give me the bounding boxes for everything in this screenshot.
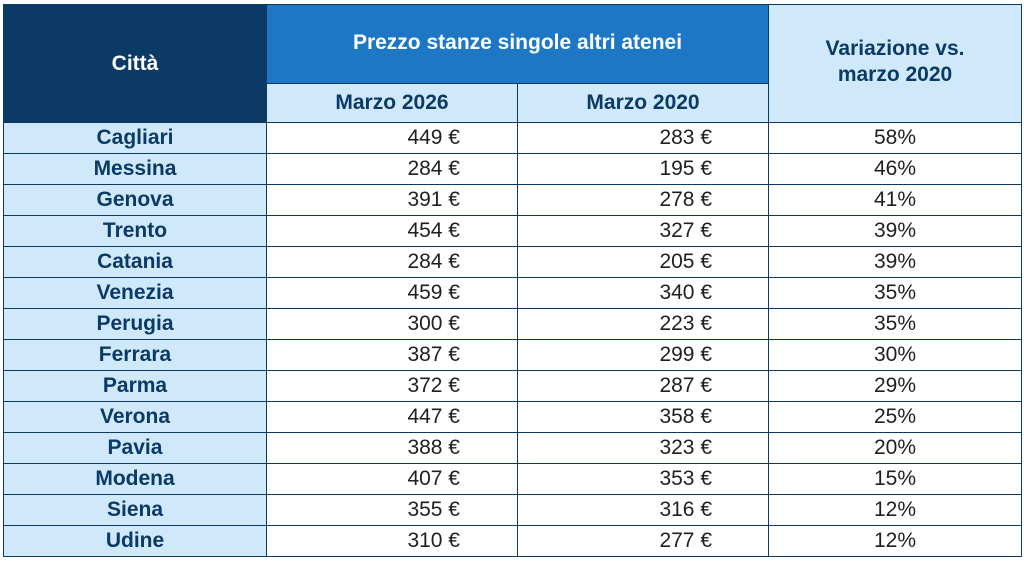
city-cell: Modena (3, 463, 267, 495)
city-cell: Perugia (3, 308, 267, 340)
price-2026-cell: 284 € (266, 246, 518, 278)
price-2026-cell: 454 € (266, 215, 518, 247)
price-2020-cell: 223 € (516, 308, 770, 340)
variation-cell: 15% (768, 463, 1023, 495)
table-row: Trento 454 €327 €39% (3, 215, 1023, 247)
price-2020-cell: 205 € (516, 246, 770, 278)
price-2026-cell: 310 € (266, 525, 518, 557)
table-row: Modena 407 €353 €15% (3, 463, 1023, 495)
city-cell: Genova (3, 184, 267, 216)
table-row: Parma 372 €287 €29% (3, 370, 1023, 402)
table-row: Siena 355 €316 €12% (3, 494, 1023, 526)
price-2020-cell: 283 € (516, 122, 770, 154)
price-2026-cell: 387 € (266, 339, 518, 371)
price-2026-cell: 372 € (266, 370, 518, 402)
column-header: Marzo 2026 (266, 83, 518, 123)
price-table: Città Prezzo stanze singole altri atenei… (3, 4, 1023, 557)
table-row: Venezia 459 €340 €35% (3, 277, 1023, 309)
variation-cell: 46% (768, 153, 1023, 185)
price-2026-cell: 407 € (266, 463, 518, 495)
price-2020-cell: 277 € (516, 525, 770, 557)
table-row: Cagliari 449 €283 €58% (3, 122, 1023, 154)
price-2020-cell: 316 € (516, 494, 770, 526)
variation-cell: 20% (768, 432, 1023, 464)
table-row: Perugia 300 €223 €35% (3, 308, 1023, 340)
table-row: Udine 310 €277 €12% (3, 525, 1023, 557)
price-2026-cell: 447 € (266, 401, 518, 433)
price-2020-cell: 353 € (516, 463, 770, 495)
table-row: Genova 391 €278 €41% (3, 184, 1023, 216)
price-2020-cell: 287 € (516, 370, 770, 402)
price-2020-cell: 299 € (516, 339, 770, 371)
table-row: Messina 284 €195 €46% (3, 153, 1023, 185)
price-2026-cell: 391 € (266, 184, 518, 216)
price-2020-cell: 195 € (516, 153, 770, 185)
price-2026-cell: 449 € (266, 122, 518, 154)
variation-cell: 12% (768, 494, 1023, 526)
city-cell: Cagliari (3, 122, 267, 154)
price-2026-cell: 284 € (266, 153, 518, 185)
variation-cell: 12% (768, 525, 1023, 557)
subheader-row: Marzo 2026 Marzo 2020 (4, 83, 1022, 123)
price-2026-cell: 459 € (266, 277, 518, 309)
price-2026-cell: 300 € (266, 308, 518, 340)
table-row: Verona 447 €358 €25% (3, 401, 1023, 433)
header-row: Città Prezzo stanze singole altri atenei… (3, 4, 1023, 123)
table-body: Cagliari 449 €283 €58% Messina 284 €195 €46… (3, 122, 1023, 557)
price-2020-cell: 327 € (516, 215, 770, 247)
city-cell: Trento (3, 215, 267, 247)
variation-cell: 41% (768, 184, 1023, 216)
variation-cell: 58% (768, 122, 1023, 154)
city-cell: Ferrara (3, 339, 267, 371)
variation-cell: 39% (768, 215, 1023, 247)
variation-cell: 35% (768, 277, 1023, 309)
variation-cell: 25% (768, 401, 1023, 433)
price-2020-cell: 323 € (516, 432, 770, 464)
city-cell: Venezia (3, 277, 267, 309)
variation-cell: 30% (768, 339, 1023, 371)
table-row: Pavia 388 €323 €20% (3, 432, 1023, 464)
price-2026-cell: 388 € (266, 432, 518, 464)
city-cell: Catania (3, 246, 267, 278)
table-row: Catania 284 €205 €39% (3, 246, 1023, 278)
variation-cell: 39% (768, 246, 1023, 278)
price-2020-cell: 358 € (516, 401, 770, 433)
city-cell: Pavia (3, 432, 267, 464)
group-header: Prezzo stanze singole altri atenei (265, 4, 770, 84)
city-cell: Parma (3, 370, 267, 402)
city-cell: Udine (3, 525, 267, 557)
city-cell: Siena (3, 494, 267, 526)
price-2026-cell: 355 € (266, 494, 518, 526)
price-2020-cell: 278 € (516, 184, 770, 216)
table-row: Ferrara 387 €299 €30% (3, 339, 1023, 371)
variation-cell: 29% (768, 370, 1023, 402)
variation-cell: 35% (768, 308, 1023, 340)
table-header: Città Prezzo stanze singole altri atenei… (3, 4, 1023, 123)
city-cell: Messina (3, 153, 267, 185)
variation-header: Variazione vs. marzo 2020 (768, 4, 1023, 123)
city-header: Città (3, 4, 267, 123)
price-2020-cell: 340 € (516, 277, 770, 309)
city-cell: Verona (3, 401, 267, 433)
column-header: Marzo 2020 (516, 83, 770, 123)
